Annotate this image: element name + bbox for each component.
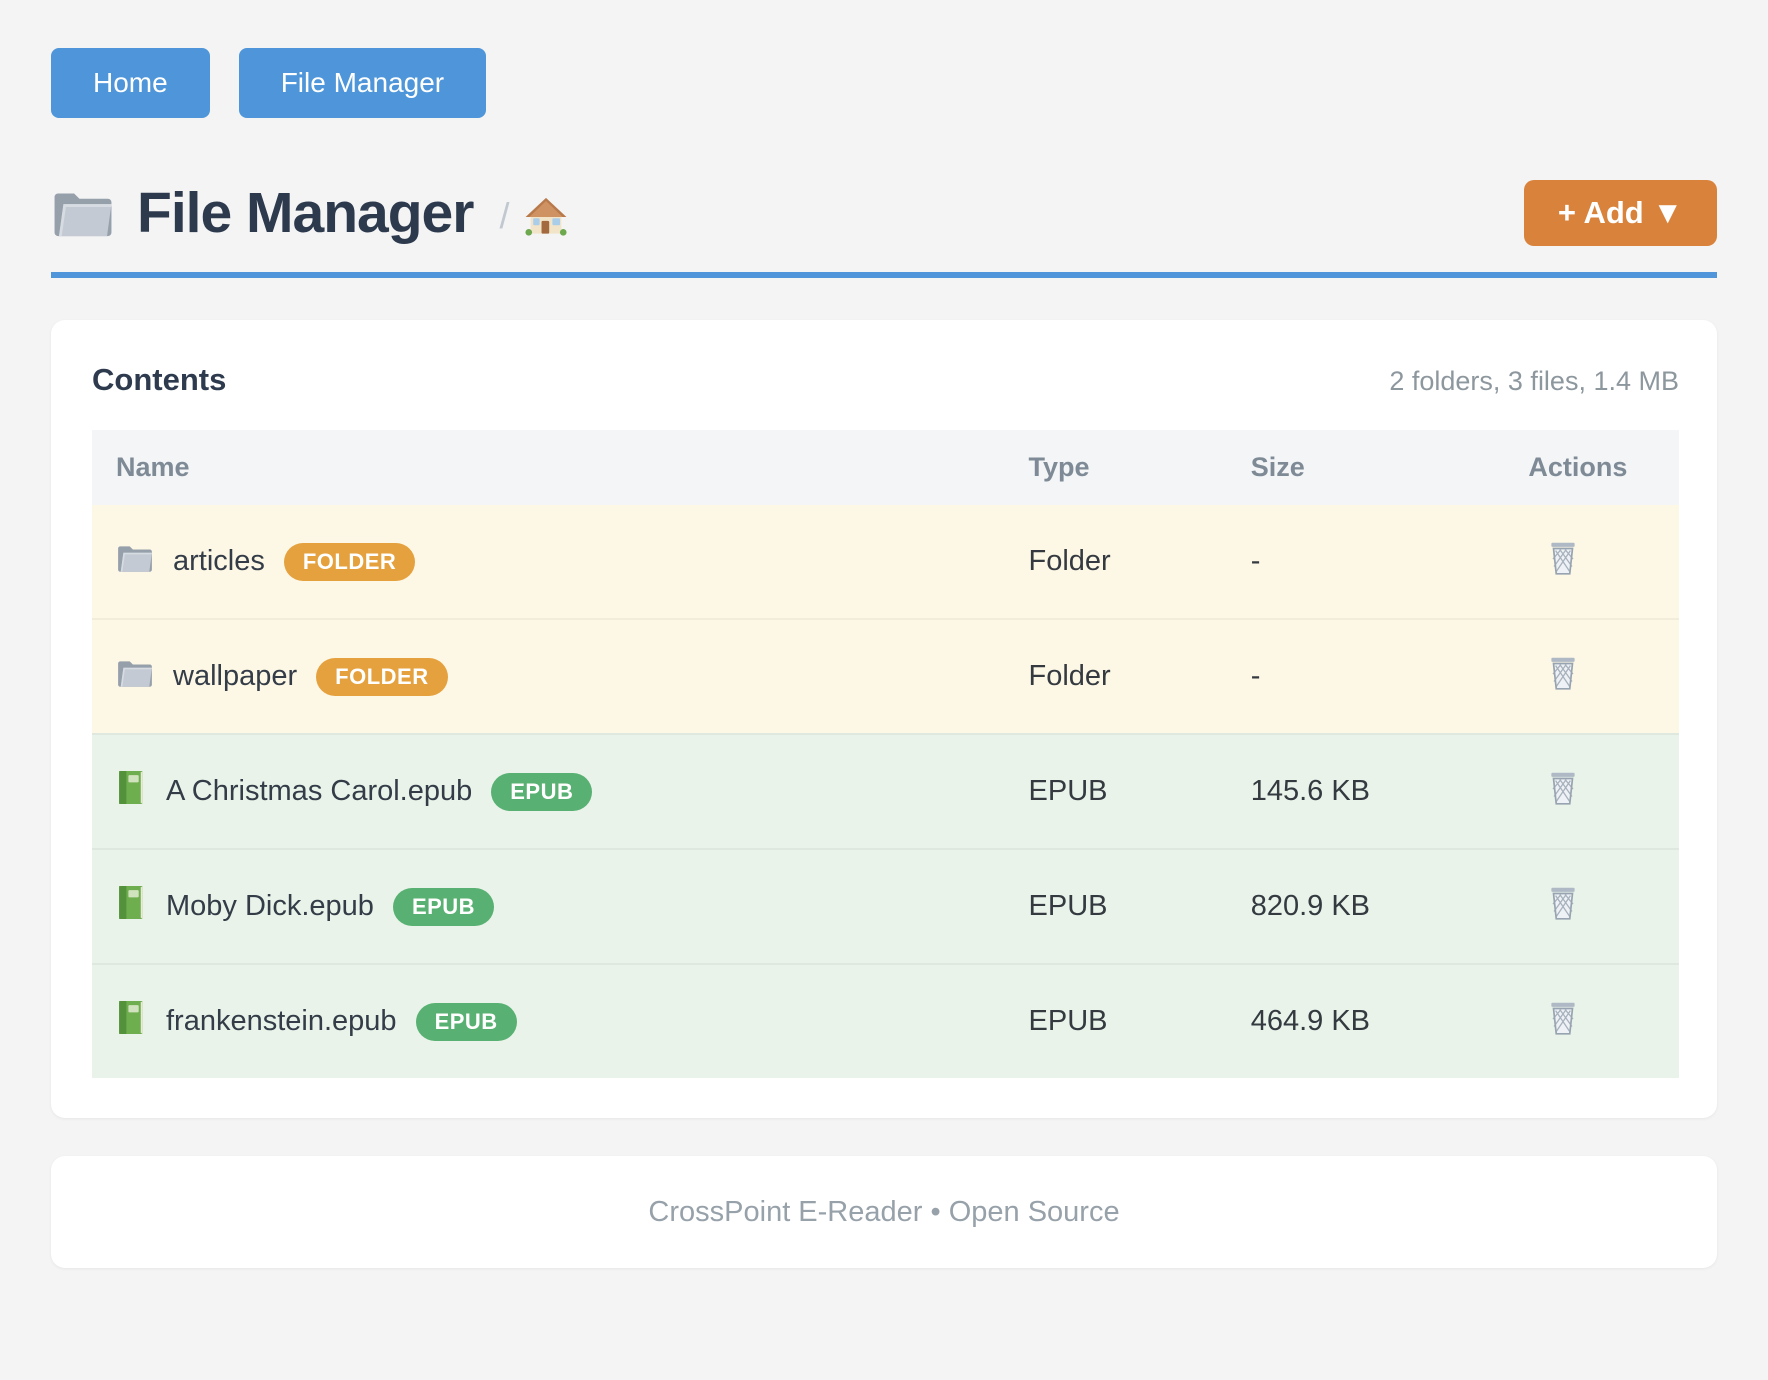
file-name[interactable]: articles (173, 545, 265, 577)
file-type: EPUB (1028, 775, 1108, 807)
folder-icon (51, 186, 115, 240)
title-underline (51, 272, 1717, 278)
column-header-size: Size (1250, 452, 1305, 482)
file-name[interactable]: frankenstein.epub (166, 1005, 397, 1037)
page: Home File Manager File Manager / + Add ▼… (51, 48, 1717, 1268)
type-badge: EPUB (415, 1002, 517, 1041)
type-badge: EPUB (392, 887, 495, 926)
delete-button[interactable] (1546, 999, 1580, 1037)
book-icon (116, 1000, 147, 1043)
trash-icon (1546, 539, 1580, 577)
file-name[interactable]: Moby Dick.epub (166, 890, 374, 922)
file-type: Folder (1028, 545, 1111, 577)
breadcrumb-separator: / (499, 195, 510, 236)
trash-icon (1546, 999, 1580, 1037)
delete-button[interactable] (1546, 884, 1580, 922)
folder-icon (116, 657, 154, 697)
type-badge: EPUB (491, 772, 593, 811)
file-type: Folder (1028, 660, 1111, 692)
folder-icon (116, 542, 154, 582)
book-icon (116, 770, 147, 813)
file-size: 820.9 KB (1250, 890, 1371, 922)
type-badge: FOLDER (316, 657, 448, 696)
file-size: 145.6 KB (1250, 775, 1371, 807)
contents-card: Contents 2 folders, 3 files, 1.4 MB Name… (51, 320, 1717, 1118)
trash-icon (1546, 769, 1580, 807)
table-row: A Christmas Carol.epub EPUB EPUB 145.6 K… (92, 733, 1679, 848)
trash-icon (1546, 654, 1580, 692)
page-header: File Manager / + Add ▼ (51, 180, 1717, 246)
type-badge: FOLDER (283, 542, 416, 581)
trash-icon (1546, 884, 1580, 922)
file-name[interactable]: wallpaper (173, 660, 298, 692)
table-row: frankenstein.epub EPUB EPUB 464.9 KB (92, 963, 1679, 1078)
column-header-actions: Actions (1528, 452, 1628, 482)
file-type: EPUB (1028, 890, 1108, 922)
home-icon[interactable] (523, 195, 569, 239)
file-size: 464.9 KB (1250, 1005, 1371, 1037)
file-size: - (1250, 660, 1261, 692)
table-row: Moby Dick.epub EPUB EPUB 820.9 KB (92, 848, 1679, 963)
add-button[interactable]: + Add ▼ (1523, 180, 1717, 246)
contents-summary: 2 folders, 3 files, 1.4 MB (1389, 366, 1679, 396)
column-header-type: Type (1028, 452, 1090, 482)
delete-button[interactable] (1546, 654, 1580, 692)
top-nav: Home File Manager (51, 48, 1717, 118)
table-row: articles FOLDER Folder - (92, 505, 1679, 618)
column-header-name: Name (116, 452, 190, 482)
table-body: articles FOLDER Folder - wallpaper FOLDE… (92, 505, 1679, 1078)
file-size: - (1250, 545, 1261, 577)
home-button[interactable]: Home (51, 48, 210, 118)
breadcrumb: File Manager / (51, 180, 569, 246)
file-type: EPUB (1028, 1005, 1108, 1037)
delete-button[interactable] (1546, 539, 1580, 577)
table-header: Name Type Size Actions (92, 430, 1679, 505)
page-title: File Manager (137, 181, 474, 245)
delete-button[interactable] (1546, 769, 1580, 807)
footer: CrossPoint E-Reader • Open Source (51, 1156, 1717, 1268)
file-table: Name Type Size Actions articles FOLDER F… (92, 430, 1679, 1078)
contents-title: Contents (92, 362, 227, 397)
book-icon (116, 885, 147, 928)
file-manager-button[interactable]: File Manager (238, 48, 487, 118)
file-name[interactable]: A Christmas Carol.epub (166, 775, 473, 807)
table-row: wallpaper FOLDER Folder - (92, 618, 1679, 733)
footer-text: CrossPoint E-Reader • Open Source (648, 1195, 1120, 1228)
